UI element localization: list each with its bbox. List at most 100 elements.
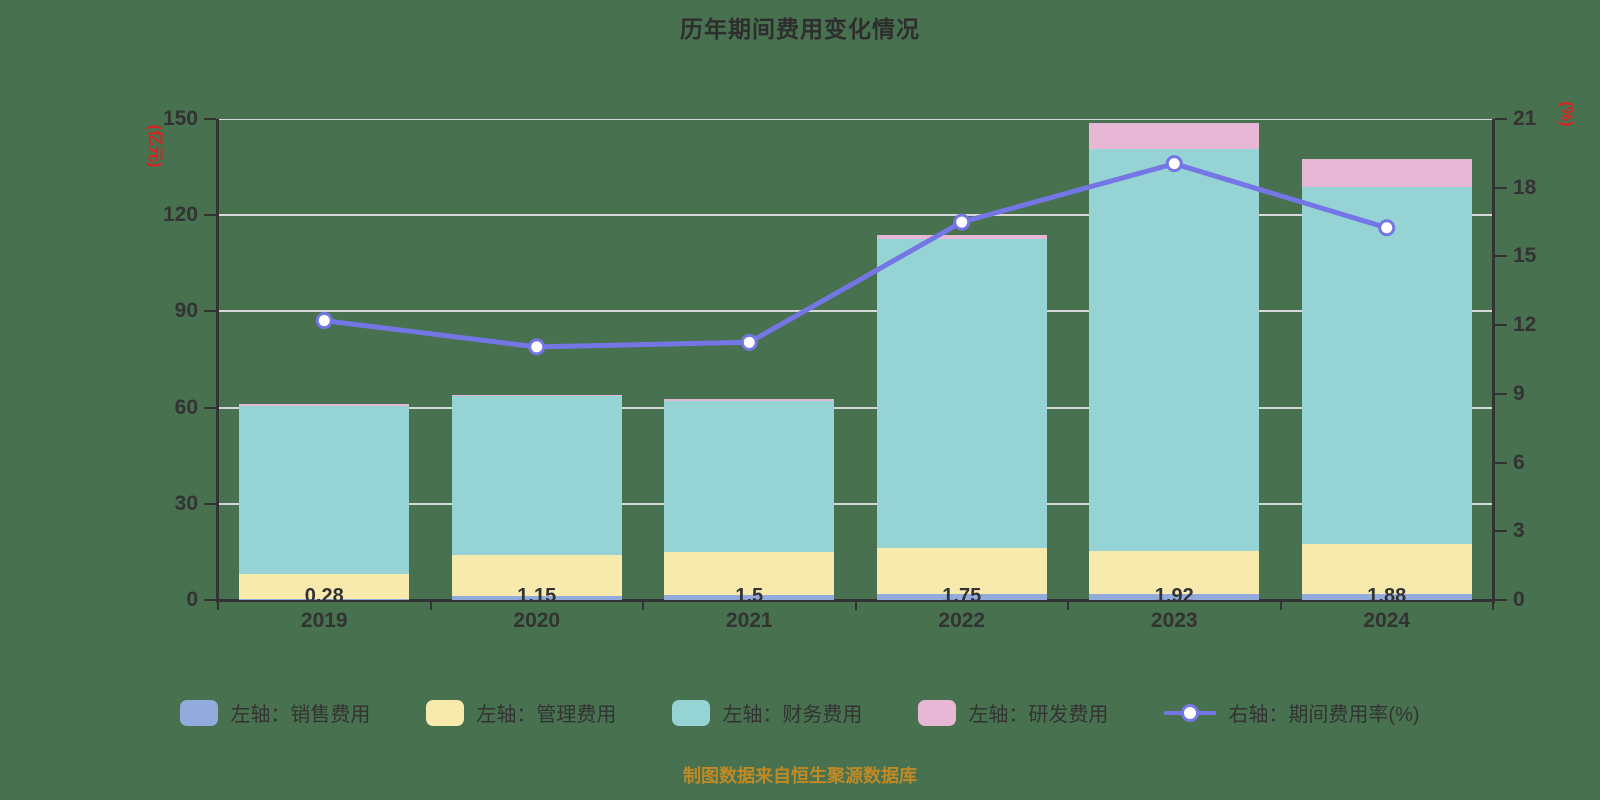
left-axis-tick-label: 30 [174, 491, 198, 515]
x-axis-label-2024: 2024 [1363, 609, 1411, 632]
bar-segment-management-2023[interactable] [1089, 550, 1260, 594]
left-axis-tick [204, 406, 216, 409]
legend-swatch-management [426, 699, 465, 726]
x-axis-label-2020: 2020 [513, 609, 561, 632]
bar-segment-financial-2022[interactable] [876, 239, 1047, 548]
bar-segment-management-2020[interactable] [451, 554, 622, 597]
legend-line-marker-icon [1164, 700, 1217, 726]
bar-segment-rnd-2024[interactable] [1301, 158, 1472, 188]
legend-swatch-rnd [918, 699, 957, 726]
bar-segment-financial-2021[interactable] [664, 400, 835, 552]
right-axis-tick [1495, 186, 1507, 189]
left-axis-tick [204, 118, 216, 120]
right-axis-tick-label: 0 [1513, 588, 1525, 611]
rate-marker-2019[interactable] [315, 312, 333, 330]
gridline [218, 406, 1493, 409]
bar-segment-financial-2020[interactable] [451, 395, 622, 555]
bar-value-label: 1.75 [942, 585, 982, 600]
x-axis-label-2023: 2023 [1150, 609, 1198, 632]
left-axis-tick-label: 60 [174, 395, 198, 419]
legend-label: 右轴：期间费用率(%) [1228, 704, 1420, 726]
right-axis-tick-label: 15 [1513, 244, 1537, 268]
right-axis-tick [1495, 392, 1507, 395]
legend-swatch-sales [180, 699, 219, 726]
chart-title: 历年期间费用变化情况 [680, 16, 920, 42]
left-axis-tick [204, 599, 216, 601]
bar-segment-sales-2019[interactable] [239, 599, 410, 600]
x-axis-label-2019: 2019 [300, 609, 348, 632]
right-axis-tick-label: 12 [1513, 313, 1537, 337]
x-axis-tick [854, 602, 857, 610]
left-axis-tick-label: 120 [162, 203, 198, 227]
legend-item-financial[interactable]: 左轴：财务费用 [672, 698, 862, 727]
legend-item-rnd[interactable]: 左轴：研发费用 [918, 698, 1108, 727]
rate-line-chart [315, 155, 1396, 356]
left-axis-name: (亿元) [146, 124, 163, 168]
bar-segment-management-2019[interactable] [239, 573, 410, 600]
bar-segment-sales-2023[interactable] [1089, 593, 1260, 600]
legend-item-sales[interactable]: 左轴：销售费用 [180, 698, 370, 727]
bar-segment-sales-2022[interactable] [876, 594, 1047, 600]
legend-label: 左轴：销售费用 [230, 704, 371, 726]
gridline [218, 214, 1493, 217]
bar-segment-rnd-2022[interactable] [876, 235, 1047, 240]
bar-segment-rnd-2020[interactable] [451, 394, 622, 396]
x-axis-tick [1492, 602, 1494, 610]
right-axis-tick [1495, 530, 1507, 533]
bar-value-label: 1.15 [517, 585, 557, 600]
source-note: 制图数据来自恒生聚源数据库 [683, 766, 917, 786]
bar-value-label: 1.88 [1367, 585, 1407, 600]
left-axis-line [216, 119, 219, 603]
rate-marker-2023[interactable] [1165, 155, 1183, 173]
rate-marker-2020[interactable] [528, 338, 546, 356]
bar-segment-financial-2019[interactable] [239, 405, 410, 574]
bar-segment-management-2024[interactable] [1301, 543, 1472, 594]
bar-segment-rnd-2023[interactable] [1089, 122, 1260, 149]
right-axis-tick [1495, 118, 1507, 120]
rate-marker-2021[interactable] [740, 333, 758, 351]
left-axis-tick-label: 150 [162, 107, 198, 130]
legend-label: 左轴：管理费用 [476, 704, 617, 726]
left-axis-tick-label: 90 [174, 299, 198, 323]
gridline [218, 310, 1493, 313]
x-axis-label-2022: 2022 [938, 609, 986, 632]
right-axis-tick [1495, 255, 1507, 258]
left-axis-tick [204, 502, 216, 505]
right-axis-tick [1495, 599, 1507, 601]
plot-area: 0.28 1.15 1.5 1.75 1.92 1.88 [218, 119, 1493, 600]
bar-segment-rnd-2019[interactable] [239, 404, 410, 406]
bar-value-label: 0.28 [304, 585, 344, 600]
bar-segment-sales-2021[interactable] [664, 595, 835, 600]
right-axis-tick-label: 18 [1513, 175, 1537, 199]
right-axis-tick [1495, 461, 1507, 464]
gridline [218, 119, 1493, 120]
bar-segment-financial-2023[interactable] [1089, 148, 1260, 551]
gridline [218, 502, 1493, 505]
bar-segment-sales-2020[interactable] [451, 596, 622, 600]
x-axis-tick [217, 602, 219, 610]
left-axis-tick [204, 310, 216, 313]
x-axis-label-2021: 2021 [725, 609, 773, 632]
legend-item-management[interactable]: 左轴：管理费用 [426, 698, 616, 727]
bar-segment-management-2022[interactable] [876, 547, 1047, 595]
x-axis-tick [1279, 602, 1282, 610]
bar-value-label: 1.92 [1154, 585, 1194, 600]
rate-marker-2022[interactable] [953, 213, 971, 231]
rate-marker-2024[interactable] [1378, 219, 1396, 237]
bar-value-label: 1.5 [735, 585, 764, 600]
bar-segment-rnd-2021[interactable] [664, 398, 835, 401]
left-axis-tick-label: 0 [186, 588, 198, 611]
x-axis-tick [642, 602, 644, 610]
right-axis-name: (%) [1558, 101, 1575, 127]
bar-segment-management-2021[interactable] [664, 551, 835, 596]
legend: 左轴：销售费用 左轴：管理费用 左轴：财务费用 左轴：研发费用 右轴：期间费用率(%) [0, 698, 1600, 727]
right-axis-tick-label: 9 [1513, 381, 1525, 405]
x-axis-tick [429, 602, 432, 610]
right-axis-tick [1495, 324, 1507, 327]
legend-swatch-financial [672, 699, 711, 726]
rate-line [323, 161, 1388, 350]
legend-item-rate_line[interactable]: 右轴：期间费用率(%) [1164, 698, 1420, 727]
bar-segment-sales-2024[interactable] [1301, 593, 1472, 600]
bar-segment-financial-2024[interactable] [1301, 187, 1472, 544]
legend-label: 左轴：研发费用 [968, 704, 1109, 726]
